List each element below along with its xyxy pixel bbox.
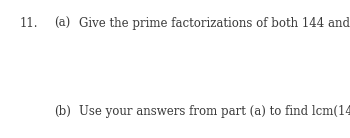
Text: (b): (b)	[54, 105, 71, 118]
Text: Give the prime factorizations of both 144 and 1200.: Give the prime factorizations of both 14…	[79, 17, 350, 30]
Text: (a): (a)	[54, 17, 70, 30]
Text: 11.: 11.	[19, 17, 38, 30]
Text: Use your answers from part (a) to find lcm(144, 1200).: Use your answers from part (a) to find l…	[79, 105, 350, 118]
